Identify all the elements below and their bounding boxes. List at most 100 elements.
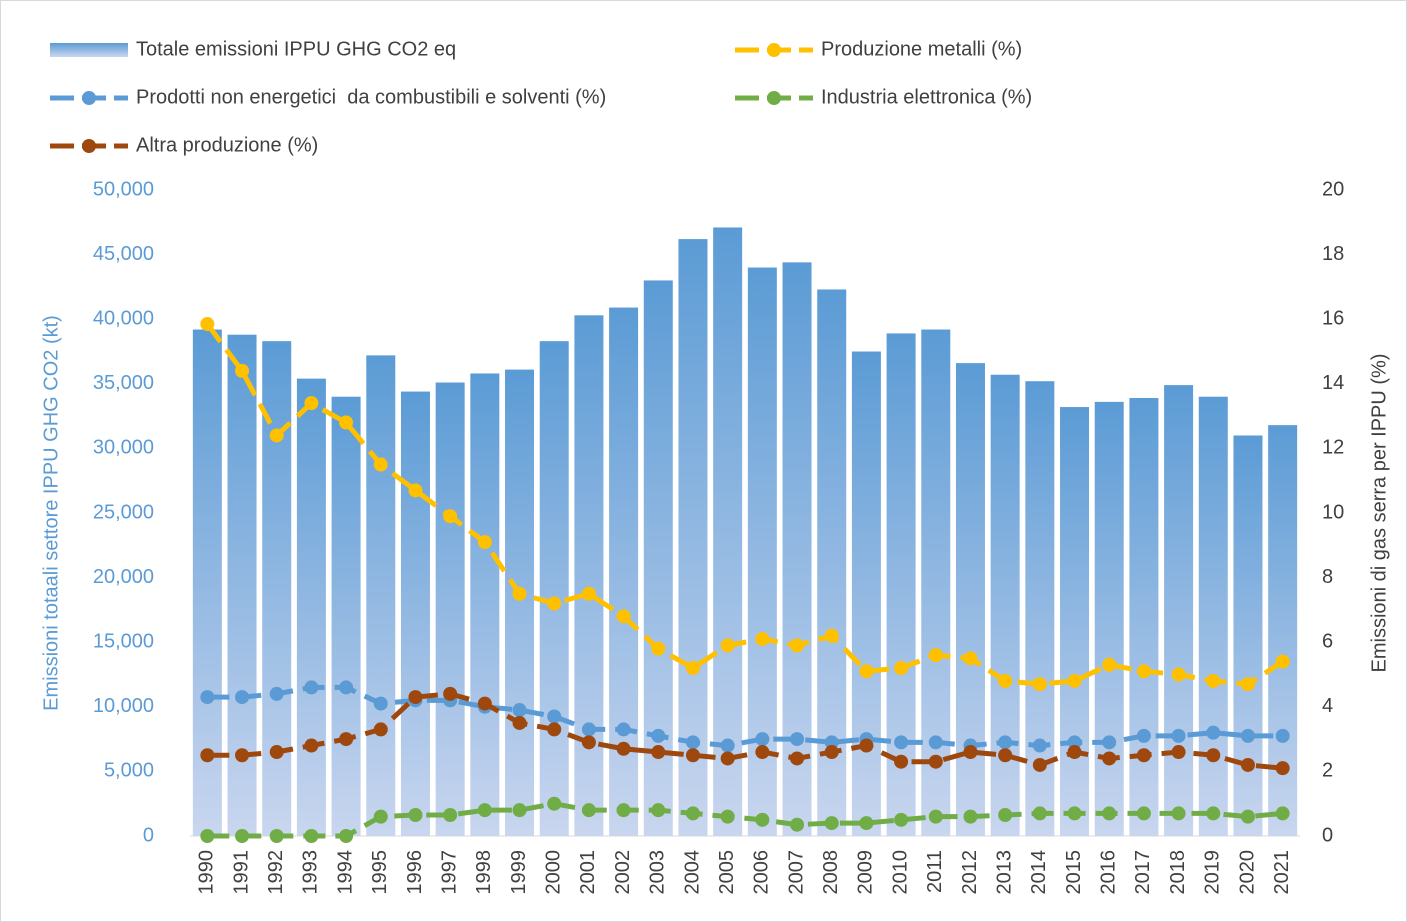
marker xyxy=(339,829,354,843)
marker xyxy=(1240,809,1255,824)
x-tick-label: 1999 xyxy=(508,850,530,895)
y2-axis-title: Emissioni di gas serra per IPPU (%) xyxy=(1368,354,1390,673)
y-tick-label: 5,000 xyxy=(104,760,154,782)
bar xyxy=(539,341,569,836)
bar xyxy=(609,307,639,836)
marker xyxy=(720,638,735,653)
marker xyxy=(1240,757,1255,772)
marker xyxy=(1275,761,1290,776)
y-tick-label: 50,000 xyxy=(93,178,154,200)
marker xyxy=(1136,806,1151,821)
marker xyxy=(755,745,770,760)
marker xyxy=(304,738,319,753)
marker xyxy=(894,754,909,769)
marker xyxy=(408,808,423,823)
x-tick-label: 2014 xyxy=(1028,850,1050,895)
marker xyxy=(339,415,354,430)
y2-tick-label: 12 xyxy=(1322,437,1344,459)
y-tick-label: 35,000 xyxy=(93,372,154,394)
bar xyxy=(331,396,361,836)
x-tick-label: 2017 xyxy=(1132,850,1154,895)
x-tick-label: 2008 xyxy=(820,850,842,895)
legend-label: Industria elettronica (%) xyxy=(821,86,1032,108)
marker xyxy=(547,596,562,611)
marker xyxy=(1275,728,1290,743)
x-tick-label: 2016 xyxy=(1098,850,1120,895)
bar xyxy=(921,329,951,836)
marker xyxy=(477,803,492,818)
marker xyxy=(998,735,1013,750)
marker xyxy=(928,735,943,750)
legend-swatch xyxy=(50,43,128,57)
y2-tick-label: 2 xyxy=(1322,760,1333,782)
legend-label: Totale emissioni IPPU GHG CO2 eq xyxy=(136,38,456,60)
marker xyxy=(200,748,215,763)
x-tick-label: 1996 xyxy=(404,850,426,895)
marker xyxy=(859,816,874,831)
marker xyxy=(1102,657,1117,672)
marker xyxy=(859,664,874,679)
x-tick-label: 1994 xyxy=(334,850,356,895)
marker xyxy=(1032,677,1047,692)
x-tick-label: 2013 xyxy=(993,850,1015,895)
x-tick-label: 2000 xyxy=(543,850,565,895)
marker xyxy=(547,796,562,811)
marker xyxy=(373,722,388,737)
x-tick-label: 2021 xyxy=(1271,850,1293,895)
marker xyxy=(755,732,770,747)
marker xyxy=(269,829,284,843)
marker xyxy=(1067,806,1082,821)
bar xyxy=(713,227,743,836)
bar xyxy=(955,363,985,836)
y2-tick-label: 4 xyxy=(1322,695,1333,717)
bar xyxy=(470,373,500,836)
x-tick-label: 2012 xyxy=(959,850,981,895)
y2-tick-label: 14 xyxy=(1322,372,1344,394)
marker xyxy=(1240,677,1255,692)
marker xyxy=(616,722,631,737)
marker xyxy=(651,641,666,656)
x-tick-label: 1993 xyxy=(300,850,322,895)
marker xyxy=(477,696,492,711)
marker xyxy=(547,722,562,737)
x-tick-label: 1991 xyxy=(230,850,252,895)
marker xyxy=(1206,806,1221,821)
bar xyxy=(643,280,673,836)
marker xyxy=(408,483,423,498)
marker xyxy=(304,829,319,843)
marker xyxy=(443,808,458,823)
marker xyxy=(720,738,735,753)
marker xyxy=(1067,735,1082,750)
y2-tick-label: 20 xyxy=(1322,178,1344,200)
marker xyxy=(998,673,1013,688)
bar xyxy=(990,374,1020,836)
y-tick-label: 45,000 xyxy=(93,243,154,265)
marker xyxy=(755,812,770,827)
marker xyxy=(824,735,839,750)
x-tick-label: 2006 xyxy=(751,850,773,895)
marker xyxy=(200,317,215,332)
marker xyxy=(581,722,596,737)
marker xyxy=(651,745,666,760)
marker xyxy=(269,686,284,701)
marker xyxy=(685,806,700,821)
line xyxy=(205,322,1285,687)
marker xyxy=(373,457,388,472)
marker xyxy=(651,728,666,743)
bar xyxy=(1129,398,1159,836)
marker xyxy=(1032,757,1047,772)
y2-tick-label: 6 xyxy=(1322,630,1333,652)
y2-tick-label: 8 xyxy=(1322,566,1333,588)
bar xyxy=(1094,401,1124,836)
marker xyxy=(269,745,284,760)
marker xyxy=(824,816,839,831)
marker xyxy=(512,703,527,718)
marker xyxy=(477,535,492,550)
marker xyxy=(1032,806,1047,821)
y-tick-label: 10,000 xyxy=(93,695,154,717)
marker xyxy=(928,648,943,663)
marker xyxy=(790,751,805,766)
marker xyxy=(1067,745,1082,760)
marker xyxy=(235,690,250,705)
